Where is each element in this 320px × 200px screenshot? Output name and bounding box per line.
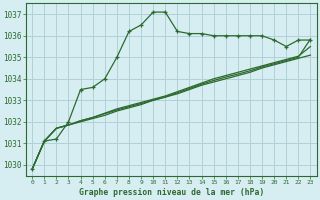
X-axis label: Graphe pression niveau de la mer (hPa): Graphe pression niveau de la mer (hPa) [79, 188, 264, 197]
